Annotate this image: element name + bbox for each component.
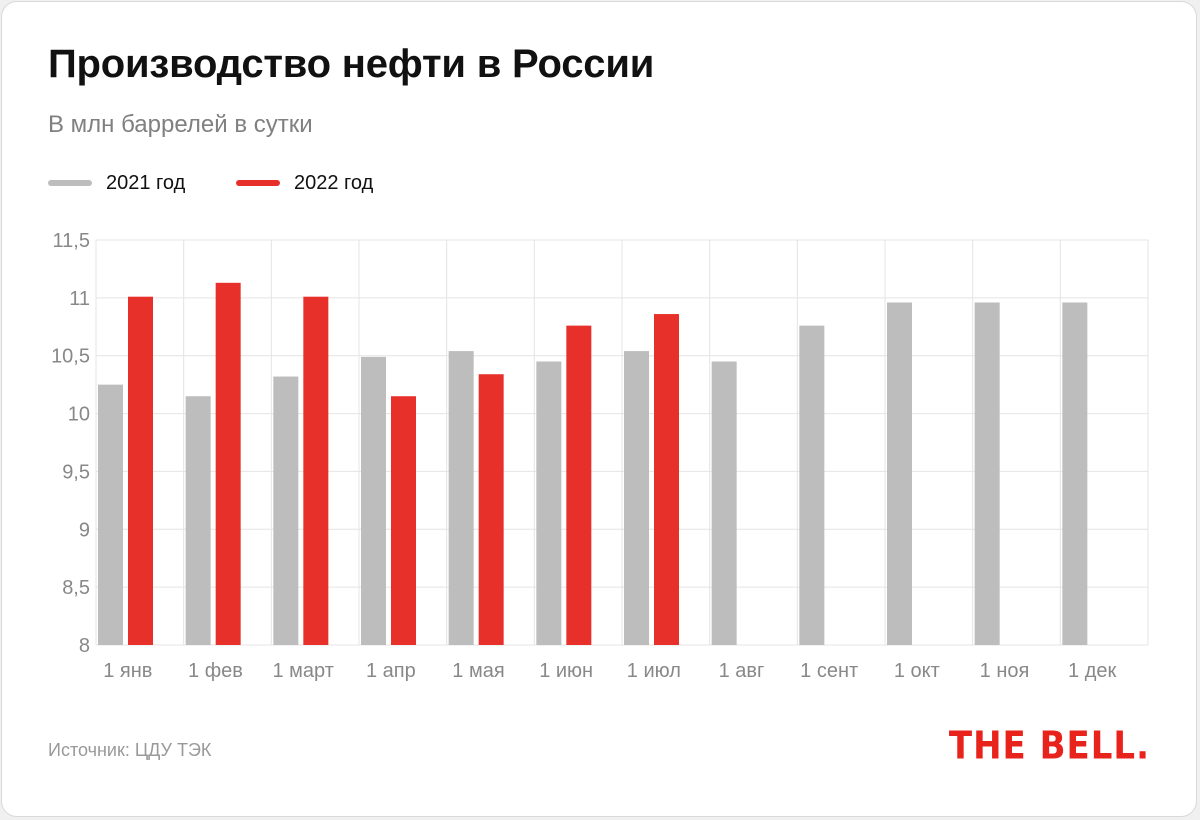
x-tick-label: 1 дек xyxy=(1068,660,1116,682)
bar-2021 xyxy=(185,396,211,645)
bar-2022 xyxy=(215,282,241,645)
bar-2021 xyxy=(887,302,912,645)
x-tick-label: 1 окт xyxy=(894,660,940,682)
source-note: Источник: ЦДУ ТЭК xyxy=(48,740,212,760)
bar-2021 xyxy=(361,356,386,645)
legend-label-2022: 2022 год xyxy=(294,171,374,194)
bar-2021 xyxy=(711,361,737,645)
bar-2021 xyxy=(974,302,1000,645)
x-tick-label: 1 сент xyxy=(800,660,858,682)
bar-2022 xyxy=(391,396,416,645)
bar-2022 xyxy=(654,314,679,645)
bar-2021 xyxy=(98,384,123,645)
bar-2021 xyxy=(536,361,562,645)
legend-item-2021: 2021 год xyxy=(48,170,185,196)
x-tick-label: 1 фев xyxy=(188,660,243,682)
y-tick-label: 9,5 xyxy=(62,461,90,483)
legend-swatch-2021 xyxy=(48,180,92,186)
bar-2021 xyxy=(448,351,474,645)
legend-label-2021: 2021 год xyxy=(106,171,186,194)
x-tick-label: 1 мая xyxy=(452,660,504,682)
x-tick-label: 1 июн xyxy=(539,660,593,682)
y-tick-label: 11 xyxy=(69,288,90,310)
bar-2021 xyxy=(273,376,299,645)
y-tick-label: 11,5 xyxy=(53,230,90,252)
x-tick-label: 1 апр xyxy=(366,660,416,682)
bar-2022 xyxy=(566,325,592,645)
legend-swatch-2022 xyxy=(236,180,280,186)
chart-title: Производство нефти в России xyxy=(48,42,655,86)
the-bell-logo: THE BELL. xyxy=(948,724,1150,769)
y-tick-label: 10,5 xyxy=(51,346,90,368)
chart-subtitle: В млн баррелей в сутки xyxy=(48,111,313,138)
x-tick-label: 1 июл xyxy=(627,660,681,682)
y-tick-label: 8 xyxy=(79,635,90,657)
bar-2022 xyxy=(128,296,153,645)
x-tick-label: 1 март xyxy=(272,660,333,682)
y-tick-label: 10 xyxy=(68,404,90,426)
bar-2022 xyxy=(478,374,504,645)
x-tick-label: 1 ноя xyxy=(980,660,1030,682)
bar-2022 xyxy=(303,296,329,645)
y-tick-label: 8,5 xyxy=(62,577,90,599)
bar-2021 xyxy=(624,351,649,645)
x-tick-label: 1 янв xyxy=(103,660,152,682)
y-tick-label: 9 xyxy=(79,519,90,541)
bar-2021 xyxy=(799,325,825,645)
legend-item-2022: 2022 год xyxy=(236,170,373,196)
bar-2021 xyxy=(1062,302,1088,645)
x-tick-label: 1 авг xyxy=(719,660,765,682)
